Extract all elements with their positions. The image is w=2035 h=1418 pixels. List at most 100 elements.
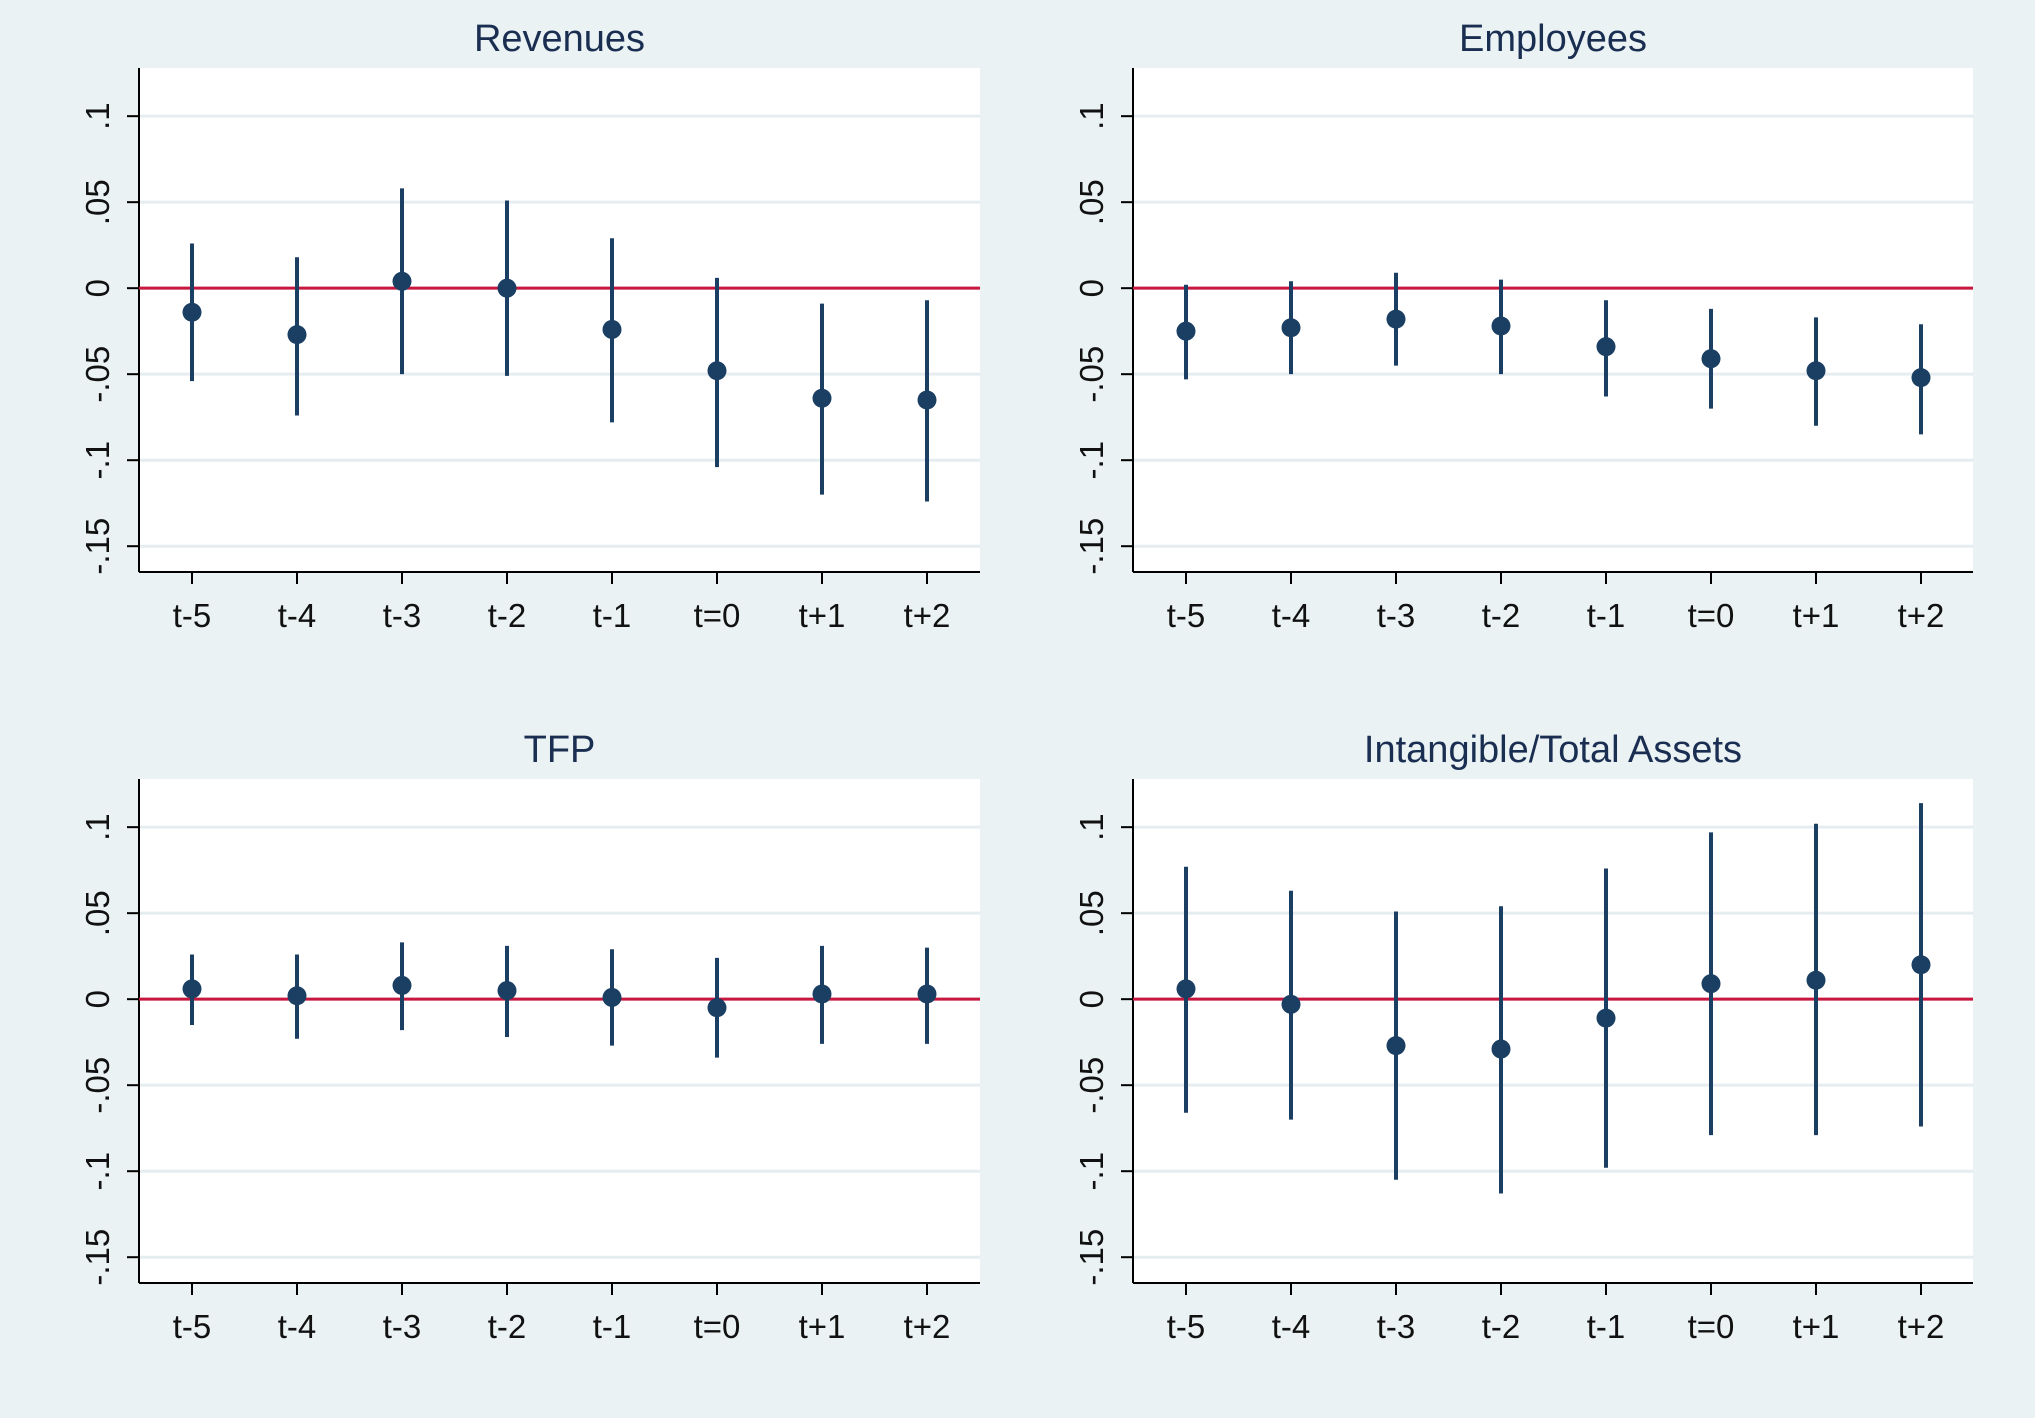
x-tick-label: t-2 [488,1308,527,1345]
point-estimate [497,278,517,298]
y-tick-label: .05 [1073,890,1110,936]
panel-title: TFP [524,729,596,771]
point-estimate [1701,349,1721,369]
x-tick-label: t-3 [383,1308,422,1345]
point-estimate [1806,361,1826,381]
plot-area [139,779,980,1283]
panel-3: TFP -.15 -.1 -.05 0 .05 .1 t-5 t-4 t-3 t-2 t-1 t=0 t+… [79,729,980,1345]
x-tick-label: t+2 [904,597,951,634]
y-tick-label: 0 [79,990,116,1008]
y-tick-label: 0 [79,279,116,297]
point-estimate [1491,1039,1511,1059]
x-tick-label: t-1 [1587,1308,1626,1345]
y-tick-label: -.05 [1073,346,1110,403]
x-tick-label: t+1 [1793,597,1840,634]
point-estimate [812,984,832,1004]
panel-1: Revenues -.15 -.1 -.05 0 .05 .1 t-5 t-4 t-3 t-2 t-1… [79,18,980,634]
x-tick-label: t-3 [1377,1308,1416,1345]
panel-2: Employees -.15 -.1 -.05 0 .05 .1 t-5 t-4 t-3 t-2 t-… [1073,18,1973,634]
point-estimate [707,998,727,1018]
point-estimate [1806,970,1826,990]
x-tick-label: t+2 [1898,1308,1945,1345]
point-estimate [1911,368,1931,388]
x-tick-label: t-1 [593,597,632,634]
x-tick-label: t=0 [694,1308,741,1345]
point-estimate [1176,979,1196,999]
point-estimate [1281,994,1301,1014]
x-tick-label: t-2 [1482,597,1521,634]
point-estimate [287,325,307,345]
panel-4: Intangible/Total Assets -.15 -.1 -.05 0 .05 .1… [1073,729,1973,1345]
y-tick-label: -.15 [79,518,116,575]
plot-area [1133,779,1973,1283]
y-tick-label: 0 [1073,279,1110,297]
x-tick-label: t-4 [1272,1308,1311,1345]
point-estimate [497,981,517,1001]
point-estimate [602,319,622,339]
x-tick-label: t+1 [1793,1308,1840,1345]
y-tick-label: -.15 [1073,518,1110,575]
point-estimate [917,390,937,410]
panel-title: Intangible/Total Assets [1364,729,1742,771]
point-estimate [707,361,727,381]
panel-title: Employees [1459,18,1647,60]
point-estimate [287,986,307,1006]
point-estimate [392,975,412,995]
x-tick-label: t-3 [1377,597,1416,634]
point-estimate [917,984,937,1004]
point-estimate [602,987,622,1007]
y-tick-label: .1 [1073,813,1110,841]
y-tick-label: -.1 [1073,441,1110,480]
x-tick-label: t-2 [488,597,527,634]
x-tick-label: t-4 [278,1308,317,1345]
plot-area [1133,68,1973,572]
x-tick-label: t-5 [173,1308,212,1345]
point-estimate [1386,1036,1406,1056]
y-tick-label: .1 [79,102,116,130]
x-tick-label: t=0 [1688,597,1735,634]
y-tick-label: -.05 [79,1057,116,1114]
x-tick-label: t-4 [278,597,317,634]
x-tick-label: t-1 [593,1308,632,1345]
point-estimate [1911,955,1931,975]
x-tick-label: t-4 [1272,597,1311,634]
point-estimate [1176,321,1196,341]
y-tick-label: -.1 [79,1152,116,1191]
x-tick-label: t-1 [1587,597,1626,634]
y-tick-label: -.15 [79,1229,116,1286]
y-tick-label: .05 [79,179,116,225]
x-tick-label: t-5 [173,597,212,634]
point-estimate [1596,1008,1616,1028]
y-tick-label: -.15 [1073,1229,1110,1286]
x-tick-label: t-5 [1167,1308,1206,1345]
y-tick-label: .1 [1073,102,1110,130]
y-tick-label: -.05 [1073,1057,1110,1114]
x-tick-label: t=0 [694,597,741,634]
point-estimate [1596,337,1616,357]
y-tick-label: .05 [1073,179,1110,225]
y-tick-label: .1 [79,813,116,841]
point-estimate [1386,309,1406,329]
point-estimate [1281,318,1301,338]
point-estimate [1491,316,1511,336]
point-estimate [182,302,202,322]
x-tick-label: t-5 [1167,597,1206,634]
y-tick-label: -.1 [1073,1152,1110,1191]
y-tick-label: -.1 [79,441,116,480]
y-tick-label: 0 [1073,990,1110,1008]
plot-area [139,68,980,572]
x-tick-label: t+1 [799,1308,846,1345]
point-estimate [392,271,412,291]
x-tick-label: t-2 [1482,1308,1521,1345]
point-estimate [812,388,832,408]
x-tick-label: t+1 [799,597,846,634]
point-estimate [182,979,202,999]
x-tick-label: t-3 [383,597,422,634]
y-tick-label: .05 [79,890,116,936]
y-tick-label: -.05 [79,346,116,403]
panel-title: Revenues [474,18,645,60]
x-tick-label: t+2 [1898,597,1945,634]
x-tick-label: t+2 [904,1308,951,1345]
point-estimate [1701,974,1721,994]
